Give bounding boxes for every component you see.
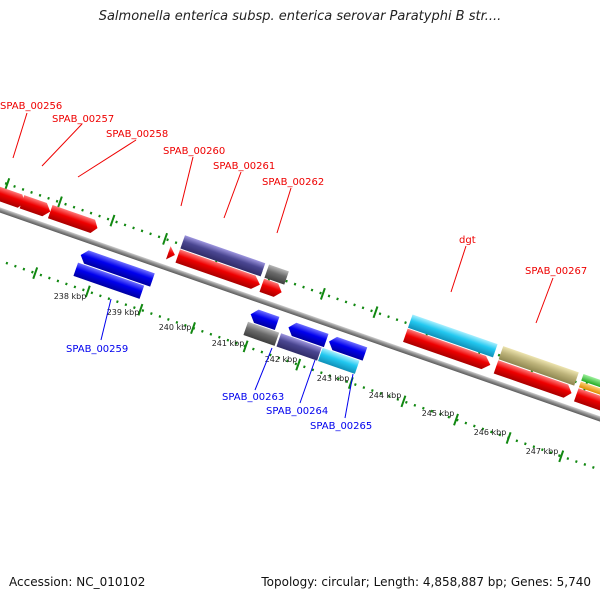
- gene-label-spab-00267[interactable]: SPAB_00267: [525, 266, 587, 277]
- gene-spab-00258-feature[interactable]: [47, 205, 100, 235]
- leader-line-spab-00258: [77, 139, 137, 178]
- reverse-major-tick: [295, 358, 302, 371]
- gene-spab-00264-upper-feature[interactable]: [286, 321, 329, 348]
- gene-spab-00267-upper-feature[interactable]: [498, 346, 579, 386]
- forward-major-tick: [109, 214, 116, 227]
- gene-spab-00259-feature[interactable]: [73, 262, 145, 299]
- reverse-major-tick: [558, 450, 565, 463]
- leader-line-spab-00259: [100, 298, 112, 341]
- reverse-major-tick: [505, 431, 512, 444]
- forward-major-tick: [372, 306, 379, 319]
- tick-label-241: 241 kbp: [212, 339, 245, 348]
- leader-line-spab-00260: [180, 156, 194, 207]
- gene-spab-00265-feature[interactable]: [318, 347, 360, 374]
- gene-dgt-feature[interactable]: [403, 328, 493, 372]
- map-title: Salmonella enterica subsp. enterica sero…: [98, 9, 502, 24]
- gene-spab-00260-feature[interactable]: [166, 246, 177, 262]
- gene-label-spab-00260[interactable]: SPAB_00260: [163, 146, 225, 157]
- leader-line-spab-00257: [41, 123, 83, 167]
- gene-spab-00263-upper-feature[interactable]: [248, 308, 280, 331]
- gene-spab-00265-upper-feature[interactable]: [327, 335, 368, 361]
- gene-next-green-feature[interactable]: [581, 374, 600, 399]
- reverse-major-tick: [32, 267, 39, 280]
- reverse-major-tick: [84, 285, 91, 298]
- gene-spab-00267-feature[interactable]: [493, 360, 574, 400]
- reverse-major-tick: [137, 303, 144, 316]
- reverse-major-tick: [190, 322, 196, 335]
- gene-label-spab-00262[interactable]: SPAB_00262: [262, 177, 324, 188]
- gene-spab-00262-feature[interactable]: [259, 278, 284, 299]
- reverse-major-tick: [453, 413, 459, 426]
- gene-label-spab-00264[interactable]: SPAB_00264: [266, 406, 328, 417]
- leader-line-spab-00267: [535, 277, 554, 324]
- gene-label-spab-00263[interactable]: SPAB_00263: [222, 392, 284, 403]
- tick-label-246: 246 kbp: [474, 428, 507, 437]
- forward-tick-track: [0, 170, 600, 416]
- gene-spab-00262-upper-feature[interactable]: [264, 264, 289, 285]
- leader-line-spab-00265: [344, 373, 354, 419]
- forward-major-tick: [56, 196, 63, 209]
- gene-spab-00259-upper-feature[interactable]: [78, 248, 155, 287]
- leader-line-spab-00264: [299, 359, 316, 404]
- tick-label-242: 242 kbp: [265, 355, 298, 364]
- gene-spab-00264-feature[interactable]: [276, 333, 322, 361]
- gene-label-spab-00258[interactable]: SPAB_00258: [106, 129, 168, 140]
- gene-label-dgt[interactable]: dgt: [459, 235, 476, 246]
- reverse-major-tick: [242, 340, 249, 353]
- tick-label-247: 247 kbp: [526, 447, 559, 456]
- tick-label-238: 238 kbp: [54, 292, 87, 301]
- reverse-tick-track: [0, 241, 600, 487]
- gene-spab-00261-upper-feature[interactable]: [180, 235, 266, 277]
- tick-label-240: 240 kbp: [159, 323, 192, 332]
- reverse-major-tick: [400, 395, 407, 408]
- forward-major-tick: [4, 177, 11, 190]
- gene-label-spab-00257[interactable]: SPAB_00257: [52, 114, 114, 125]
- leader-line-spab-00263: [254, 347, 273, 391]
- gene-label-spab-00265[interactable]: SPAB_00265: [310, 421, 372, 432]
- tick-label-243: 243 kbp: [317, 374, 350, 383]
- forward-major-tick: [162, 232, 168, 245]
- accession-label: Accession: NC_010102: [9, 575, 146, 589]
- gene-spab-00257-feature[interactable]: [19, 195, 53, 218]
- tick-label-239: 239 kbp: [107, 308, 140, 317]
- leader-line-dgt: [450, 245, 467, 293]
- leader-line-spab-00262: [276, 187, 292, 234]
- gene-spab-00256-feature[interactable]: [0, 179, 27, 209]
- gene-next-red-feature[interactable]: [573, 388, 600, 420]
- gene-spab-00261-feature[interactable]: [175, 249, 262, 291]
- gene-label-spab-00261[interactable]: SPAB_00261: [213, 161, 275, 172]
- gene-next-orange-feature[interactable]: [578, 381, 600, 406]
- genome-backbone: [0, 194, 600, 443]
- forward-major-tick: [319, 287, 326, 300]
- gene-label-spab-00256[interactable]: SPAB_00256: [0, 101, 62, 112]
- genome-summary-label: Topology: circular; Length: 4,858,887 bp…: [261, 575, 591, 589]
- gene-label-spab-00259[interactable]: SPAB_00259: [66, 344, 128, 355]
- leader-line-spab-00261: [223, 171, 242, 219]
- tick-label-244: 244 kbp: [369, 391, 402, 400]
- leader-line-spab-00256: [12, 112, 28, 159]
- gene-spab-00263-feature[interactable]: [243, 321, 280, 346]
- gene-dgt-upper-feature[interactable]: [407, 314, 498, 358]
- tick-label-245: 245 kbp: [422, 409, 455, 418]
